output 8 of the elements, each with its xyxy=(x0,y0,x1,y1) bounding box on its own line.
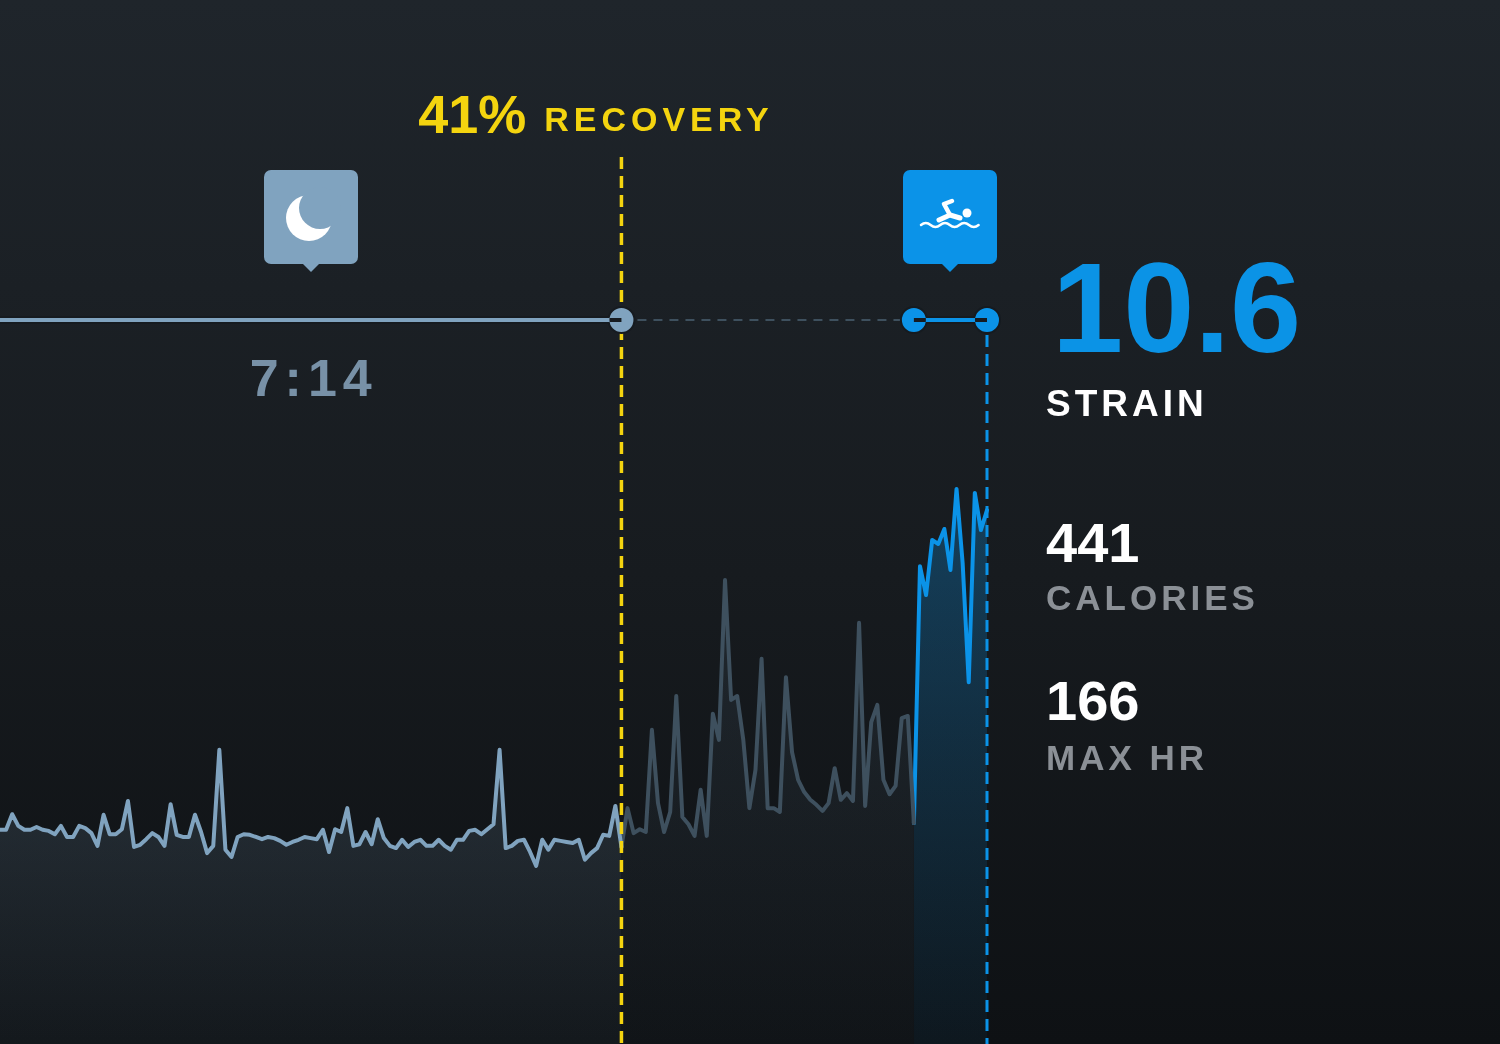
text: 441 xyxy=(1046,511,1140,574)
text: CALORIES xyxy=(1046,578,1259,617)
text: 41% RECOVERY xyxy=(418,84,774,144)
text: MAX HR xyxy=(1046,738,1209,777)
text: STRAIN xyxy=(1046,383,1208,424)
text: 166 xyxy=(1046,669,1140,732)
text: 7:14 xyxy=(249,349,378,407)
text: 10.6 xyxy=(1052,236,1302,379)
